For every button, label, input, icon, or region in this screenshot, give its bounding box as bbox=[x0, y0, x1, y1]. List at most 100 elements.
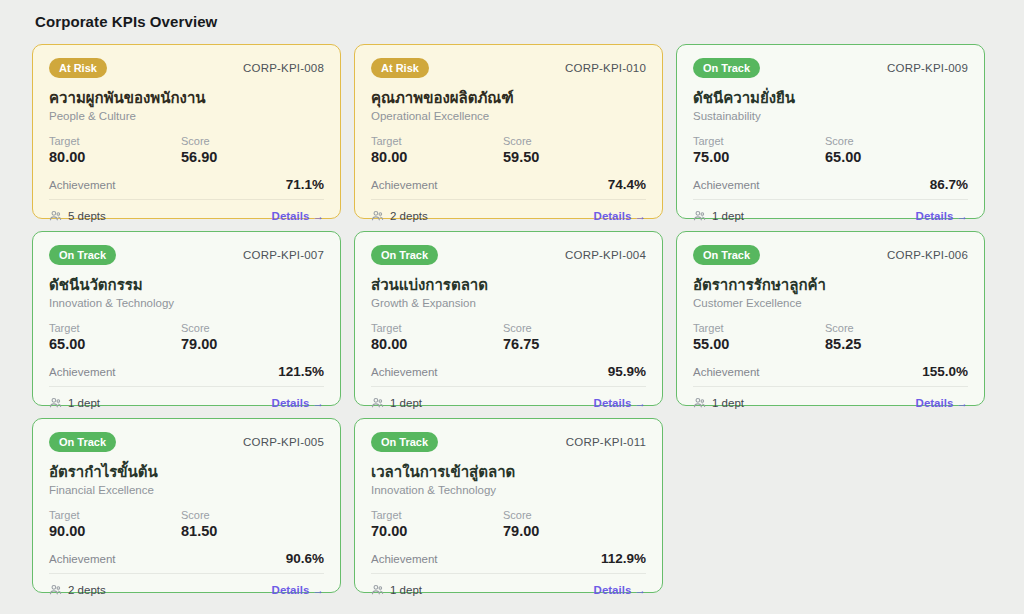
score-value: 65.00 bbox=[825, 149, 968, 165]
users-icon bbox=[693, 396, 706, 409]
kpi-card[interactable]: On Track CORP-KPI-004 ส่วนแบ่งการตลาด Gr… bbox=[354, 231, 663, 406]
kpi-card[interactable]: On Track CORP-KPI-006 อัตราการรักษาลูกค้… bbox=[676, 231, 985, 406]
achievement-row: Achievement 86.7% bbox=[693, 177, 968, 192]
kpi-id: CORP-KPI-005 bbox=[243, 436, 324, 448]
kpi-title: อัตราการรักษาลูกค้า bbox=[693, 276, 968, 293]
achievement-value: 155.0% bbox=[922, 364, 968, 379]
card-footer: 1 dept Details → bbox=[693, 386, 968, 409]
details-link[interactable]: Details → bbox=[594, 397, 646, 409]
achievement-value: 95.9% bbox=[608, 364, 646, 379]
details-link[interactable]: Details → bbox=[272, 210, 324, 222]
details-link[interactable]: Details → bbox=[916, 210, 968, 222]
card-footer: 2 depts Details → bbox=[49, 573, 324, 596]
achievement-label: Achievement bbox=[49, 553, 115, 565]
kpi-category: Sustainability bbox=[693, 110, 968, 122]
status-badge: At Risk bbox=[49, 58, 107, 78]
details-link[interactable]: Details → bbox=[594, 210, 646, 222]
card-header: On Track CORP-KPI-011 bbox=[371, 432, 646, 452]
kpi-card[interactable]: At Risk CORP-KPI-010 คุณภาพของผลิตภัณฑ์ … bbox=[354, 44, 663, 219]
metrics-row: Target 75.00 Score 65.00 bbox=[693, 135, 968, 165]
achievement-row: Achievement 74.4% bbox=[371, 177, 646, 192]
kpi-card-grid: At Risk CORP-KPI-008 ความผูกพันของพนักงา… bbox=[32, 44, 985, 593]
target-value: 55.00 bbox=[693, 336, 825, 352]
target-metric: Target 80.00 bbox=[371, 322, 503, 352]
kpi-card[interactable]: On Track CORP-KPI-009 ดัชนีความยั่งยืน S… bbox=[676, 44, 985, 219]
target-metric: Target 65.00 bbox=[49, 322, 181, 352]
kpi-title: ส่วนแบ่งการตลาด bbox=[371, 276, 646, 293]
target-metric: Target 80.00 bbox=[371, 135, 503, 165]
users-icon bbox=[371, 209, 384, 222]
target-value: 80.00 bbox=[49, 149, 181, 165]
score-label: Score bbox=[825, 322, 968, 334]
target-label: Target bbox=[371, 135, 503, 147]
achievement-label: Achievement bbox=[49, 366, 115, 378]
departments-count: 1 dept bbox=[390, 584, 422, 596]
kpi-id: CORP-KPI-009 bbox=[887, 62, 968, 74]
departments-count: 1 dept bbox=[712, 210, 744, 222]
kpi-id: CORP-KPI-010 bbox=[565, 62, 646, 74]
kpi-card[interactable]: On Track CORP-KPI-011 เวลาในการเข้าสู่ตล… bbox=[354, 418, 663, 593]
score-label: Score bbox=[181, 135, 324, 147]
target-label: Target bbox=[49, 322, 181, 334]
target-value: 75.00 bbox=[693, 149, 825, 165]
kpi-category: Innovation & Technology bbox=[49, 297, 324, 309]
achievement-row: Achievement 112.9% bbox=[371, 551, 646, 566]
achievement-label: Achievement bbox=[693, 179, 759, 191]
departments-info: 1 dept bbox=[371, 396, 422, 409]
kpi-title: ความผูกพันของพนักงาน bbox=[49, 89, 324, 106]
target-label: Target bbox=[693, 322, 825, 334]
users-icon bbox=[49, 396, 62, 409]
score-label: Score bbox=[503, 322, 646, 334]
kpi-dashboard-page: Corporate KPIs Overview At Risk CORP-KPI… bbox=[0, 0, 1024, 593]
metrics-row: Target 80.00 Score 56.90 bbox=[49, 135, 324, 165]
kpi-card[interactable]: On Track CORP-KPI-005 อัตรากำไรขั้นต้น F… bbox=[32, 418, 341, 593]
kpi-title: ดัชนีความยั่งยืน bbox=[693, 89, 968, 106]
details-link[interactable]: Details → bbox=[594, 584, 646, 596]
status-badge: On Track bbox=[371, 245, 438, 265]
departments-info: 1 dept bbox=[49, 396, 100, 409]
score-metric: Score 56.90 bbox=[181, 135, 324, 165]
kpi-category: Growth & Expansion bbox=[371, 297, 646, 309]
score-value: 79.00 bbox=[181, 336, 324, 352]
details-link[interactable]: Details → bbox=[916, 397, 968, 409]
card-header: On Track CORP-KPI-007 bbox=[49, 245, 324, 265]
status-badge: On Track bbox=[49, 245, 116, 265]
users-icon bbox=[693, 209, 706, 222]
score-value: 81.50 bbox=[181, 523, 324, 539]
achievement-value: 86.7% bbox=[930, 177, 968, 192]
metrics-row: Target 80.00 Score 59.50 bbox=[371, 135, 646, 165]
target-value: 65.00 bbox=[49, 336, 181, 352]
target-value: 70.00 bbox=[371, 523, 503, 539]
target-label: Target bbox=[693, 135, 825, 147]
users-icon bbox=[371, 583, 384, 596]
kpi-id: CORP-KPI-004 bbox=[565, 249, 646, 261]
kpi-id: CORP-KPI-007 bbox=[243, 249, 324, 261]
kpi-title: คุณภาพของผลิตภัณฑ์ bbox=[371, 89, 646, 106]
departments-count: 5 depts bbox=[68, 210, 106, 222]
status-badge: At Risk bbox=[371, 58, 429, 78]
departments-count: 2 depts bbox=[68, 584, 106, 596]
achievement-row: Achievement 95.9% bbox=[371, 364, 646, 379]
card-footer: 1 dept Details → bbox=[49, 386, 324, 409]
score-label: Score bbox=[825, 135, 968, 147]
target-label: Target bbox=[371, 509, 503, 521]
metrics-row: Target 70.00 Score 79.00 bbox=[371, 509, 646, 539]
kpi-card[interactable]: At Risk CORP-KPI-008 ความผูกพันของพนักงา… bbox=[32, 44, 341, 219]
departments-info: 2 depts bbox=[371, 209, 428, 222]
metrics-row: Target 55.00 Score 85.25 bbox=[693, 322, 968, 352]
score-metric: Score 76.75 bbox=[503, 322, 646, 352]
details-link[interactable]: Details → bbox=[272, 584, 324, 596]
achievement-value: 121.5% bbox=[278, 364, 324, 379]
card-header: On Track CORP-KPI-005 bbox=[49, 432, 324, 452]
achievement-label: Achievement bbox=[371, 366, 437, 378]
card-header: On Track CORP-KPI-009 bbox=[693, 58, 968, 78]
kpi-category: Innovation & Technology bbox=[371, 484, 646, 496]
card-footer: 1 dept Details → bbox=[371, 386, 646, 409]
kpi-card[interactable]: On Track CORP-KPI-007 ดัชนีนวัตกรรม Inno… bbox=[32, 231, 341, 406]
details-link[interactable]: Details → bbox=[272, 397, 324, 409]
departments-info: 5 depts bbox=[49, 209, 106, 222]
score-value: 56.90 bbox=[181, 149, 324, 165]
achievement-row: Achievement 90.6% bbox=[49, 551, 324, 566]
score-label: Score bbox=[503, 509, 646, 521]
kpi-category: People & Culture bbox=[49, 110, 324, 122]
